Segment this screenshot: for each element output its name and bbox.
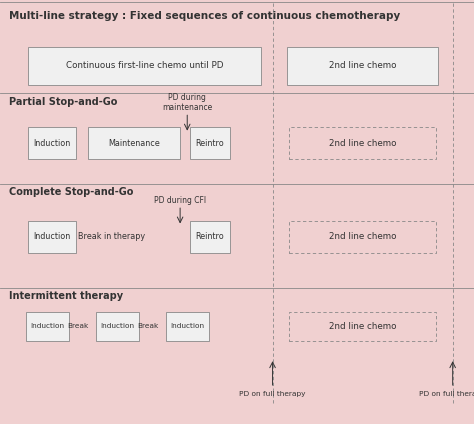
Text: 2nd line chemo: 2nd line chemo <box>329 139 396 148</box>
Text: 2nd line chemo: 2nd line chemo <box>329 322 396 331</box>
FancyBboxPatch shape <box>287 47 438 85</box>
FancyBboxPatch shape <box>26 312 69 341</box>
FancyBboxPatch shape <box>190 127 230 159</box>
Text: Partial Stop-and-Go: Partial Stop-and-Go <box>9 97 118 107</box>
Text: Induction: Induction <box>100 324 135 329</box>
Text: Maintenance: Maintenance <box>108 139 160 148</box>
FancyBboxPatch shape <box>190 221 230 253</box>
Text: Induction: Induction <box>171 324 205 329</box>
Text: Continuous first-line chemo until PD: Continuous first-line chemo until PD <box>66 61 223 70</box>
FancyBboxPatch shape <box>289 312 436 341</box>
Text: Break: Break <box>138 324 159 329</box>
FancyBboxPatch shape <box>28 221 76 253</box>
Text: Break in therapy: Break in therapy <box>78 232 145 241</box>
Text: PD on full therapy: PD on full therapy <box>419 391 474 397</box>
Text: Break: Break <box>68 324 89 329</box>
Text: PD on full therapy: PD on full therapy <box>239 391 306 397</box>
Text: 2nd line chemo: 2nd line chemo <box>329 232 396 241</box>
Text: Reintro: Reintro <box>195 139 224 148</box>
FancyBboxPatch shape <box>96 312 139 341</box>
Text: Multi-line strategy : Fixed sequences of continuous chemotherapy: Multi-line strategy : Fixed sequences of… <box>9 11 401 21</box>
FancyBboxPatch shape <box>166 312 209 341</box>
FancyBboxPatch shape <box>289 221 436 253</box>
Text: 2nd line chemo: 2nd line chemo <box>329 61 396 70</box>
Text: Induction: Induction <box>30 324 64 329</box>
FancyBboxPatch shape <box>28 47 261 85</box>
Text: PD during CFI: PD during CFI <box>154 196 206 205</box>
FancyBboxPatch shape <box>88 127 180 159</box>
Text: Induction: Induction <box>34 232 71 241</box>
Text: Induction: Induction <box>34 139 71 148</box>
Text: Complete Stop-and-Go: Complete Stop-and-Go <box>9 187 134 198</box>
Text: Reintro: Reintro <box>195 232 224 241</box>
FancyBboxPatch shape <box>28 127 76 159</box>
Text: PD during
maintenance: PD during maintenance <box>162 93 212 112</box>
Text: Intermittent therapy: Intermittent therapy <box>9 291 124 301</box>
FancyBboxPatch shape <box>289 127 436 159</box>
